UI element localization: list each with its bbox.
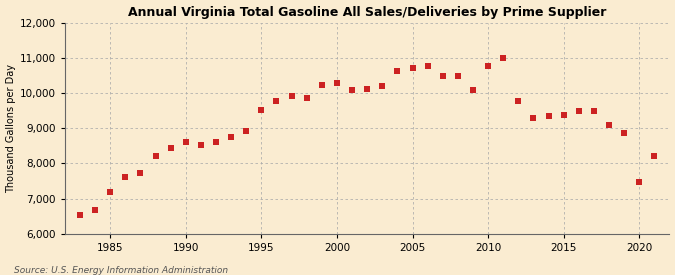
Title: Annual Virginia Total Gasoline All Sales/Deliveries by Prime Supplier: Annual Virginia Total Gasoline All Sales…: [128, 6, 606, 18]
Y-axis label: Thousand Gallons per Day: Thousand Gallons per Day: [5, 64, 16, 193]
Text: Source: U.S. Energy Information Administration: Source: U.S. Energy Information Administ…: [14, 266, 227, 275]
